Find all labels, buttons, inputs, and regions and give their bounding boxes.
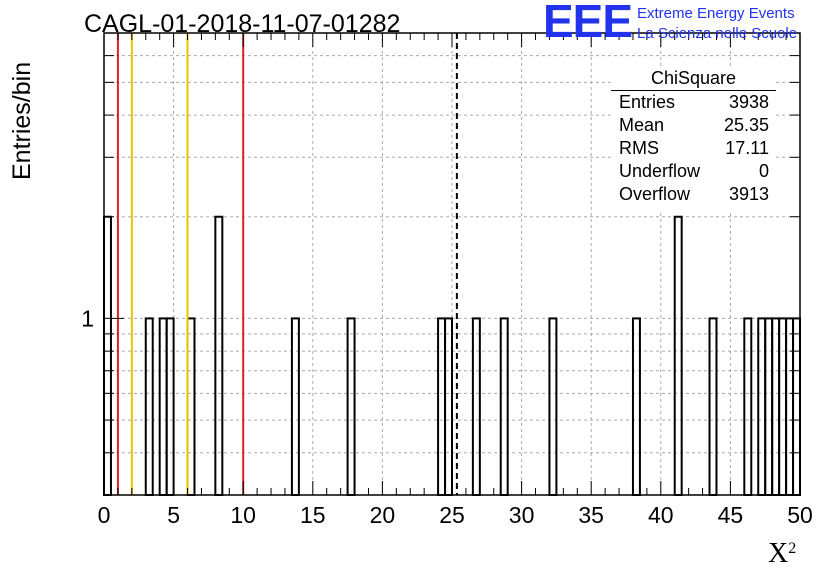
stats-row-rms: RMS 17.11 <box>619 138 769 160</box>
stats-key: Mean <box>619 115 665 135</box>
eee-logo: EEE Extreme Energy Events La Scienza nel… <box>543 0 833 48</box>
logo-line-1: Extreme Energy Events <box>637 5 795 22</box>
x-tick-label: 20 <box>370 502 396 528</box>
histogram-bin <box>548 317 558 496</box>
histogram-bin <box>771 317 781 496</box>
x-tick-label: 40 <box>648 502 674 528</box>
stats-value: 3938 <box>728 92 769 112</box>
histogram-bin <box>778 317 788 496</box>
stats-row-overflow: Overflow 3913 <box>619 184 769 206</box>
histogram-bin <box>186 317 196 496</box>
y-tick-label: 1 <box>81 305 94 331</box>
x-axis-label-superscript: 2 <box>788 540 797 557</box>
chart-title: CAGL-01-2018-11-07-01282 <box>84 10 401 38</box>
histogram-bin <box>158 317 168 496</box>
histogram-bin <box>444 317 454 496</box>
stats-box: ChiSquare Entries 3938 Mean 25.35 RMS 17… <box>611 68 776 210</box>
stats-value: 25.35 <box>723 115 769 135</box>
histogram-bin <box>290 317 300 496</box>
histogram-bin <box>437 317 447 496</box>
stats-value: 0 <box>758 161 769 181</box>
stats-row-underflow: Underflow 0 <box>619 161 769 183</box>
stats-value: 17.11 <box>725 138 769 158</box>
x-tick-label: 50 <box>787 502 813 528</box>
stats-row-entries: Entries 3938 <box>619 92 769 114</box>
stats-key: Overflow <box>619 184 691 204</box>
stats-divider <box>611 90 776 91</box>
histogram-bin <box>757 317 767 496</box>
x-tick-label: 45 <box>718 502 744 528</box>
x-tick-label: 0 <box>98 502 111 528</box>
stats-title: ChiSquare <box>650 68 737 88</box>
stats-key: RMS <box>619 138 659 158</box>
histogram-bin <box>144 317 154 496</box>
x-tick-label: 25 <box>439 502 465 528</box>
x-axis-label: X2 <box>768 538 796 570</box>
x-tick-label: 5 <box>167 502 180 528</box>
stats-row-mean: Mean 25.35 <box>619 115 769 137</box>
logo-letters: EEE <box>543 0 633 47</box>
x-axis-label-base: X <box>768 538 789 569</box>
histogram-bin <box>471 317 481 496</box>
histogram-bin <box>346 317 356 496</box>
stats-value: 3913 <box>728 184 769 204</box>
histogram-bin <box>785 317 795 496</box>
x-tick-label: 15 <box>300 502 326 528</box>
stats-key: Underflow <box>619 161 701 181</box>
histogram-bin <box>764 317 774 496</box>
logo-line-2: La Scienza nelle Scuole <box>637 25 798 42</box>
x-tick-label: 30 <box>509 502 535 528</box>
stats-key: Entries <box>619 92 676 112</box>
histogram-bin <box>743 317 753 496</box>
histogram-bin <box>708 317 718 496</box>
histogram-bin <box>792 317 801 496</box>
y-axis-label: Entries/bin <box>8 61 36 180</box>
histogram-bin <box>499 317 509 496</box>
histogram-bin <box>631 317 641 496</box>
histogram-bin <box>165 317 175 496</box>
x-tick-label: 35 <box>578 502 604 528</box>
x-tick-label: 10 <box>230 502 256 528</box>
